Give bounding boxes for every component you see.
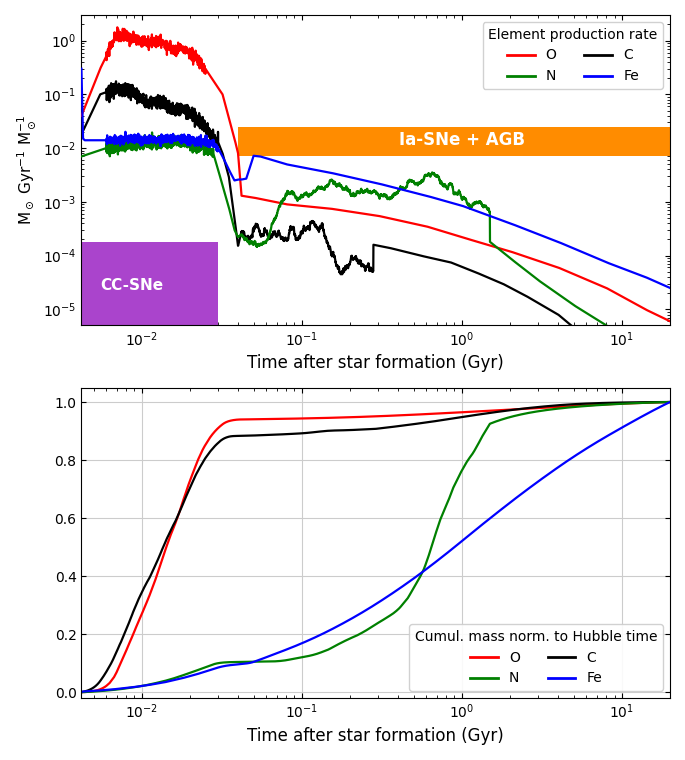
X-axis label: Time after star formation (Gyr): Time after star formation (Gyr): [247, 354, 504, 372]
X-axis label: Time after star formation (Gyr): Time after star formation (Gyr): [247, 727, 504, 745]
FancyBboxPatch shape: [82, 242, 218, 325]
Legend: O, N, C, Fe: O, N, C, Fe: [410, 624, 663, 691]
Text: Ia-SNe + AGB: Ia-SNe + AGB: [399, 131, 525, 149]
Text: CC-SNe: CC-SNe: [100, 278, 163, 293]
Y-axis label: M$_\odot$ Gyr$^{-1}$ M$_\odot^{-1}$: M$_\odot$ Gyr$^{-1}$ M$_\odot^{-1}$: [15, 116, 38, 225]
FancyBboxPatch shape: [238, 127, 670, 157]
Legend: O, N, C, Fe: O, N, C, Fe: [483, 22, 663, 89]
